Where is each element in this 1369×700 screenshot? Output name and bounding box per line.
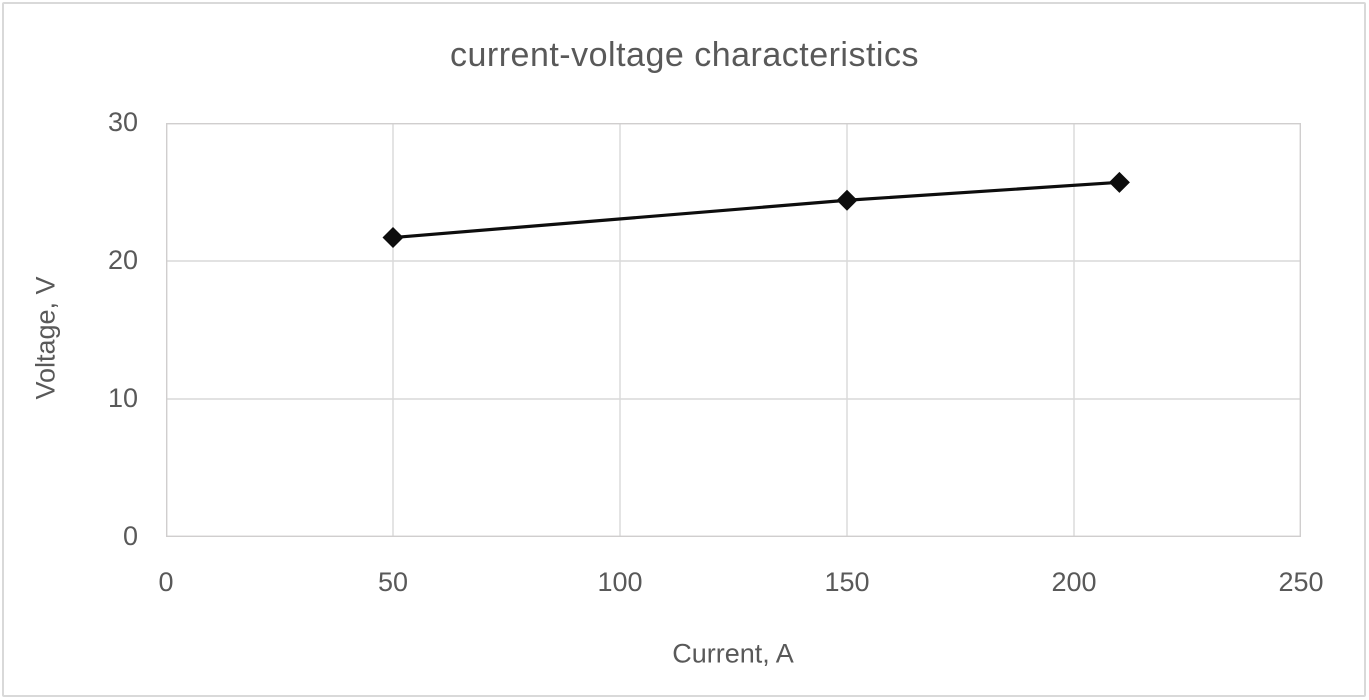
x-tick-label: 0 — [158, 567, 174, 597]
data-point-marker — [836, 189, 858, 211]
x-tick-label: 250 — [1278, 567, 1324, 597]
x-tick-label: 200 — [1051, 567, 1097, 597]
y-tick-label: 30 — [107, 107, 138, 137]
plot-svg — [165, 122, 1301, 538]
x-tick-label: 100 — [597, 567, 643, 597]
data-point-marker — [382, 227, 404, 249]
plot-border — [165, 122, 1301, 538]
x-tick-label: 150 — [824, 567, 870, 597]
chart-title: current-voltage characteristics — [449, 36, 919, 74]
plot-area — [165, 122, 1301, 538]
x-axis-title: Current, A — [672, 638, 794, 669]
y-tick-label: 10 — [107, 383, 138, 413]
x-tick-label: 50 — [377, 567, 409, 597]
y-tick-label: 20 — [107, 245, 138, 275]
y-tick-label: 0 — [122, 521, 138, 551]
data-line — [392, 180, 1120, 240]
data-point-marker — [1108, 171, 1130, 193]
